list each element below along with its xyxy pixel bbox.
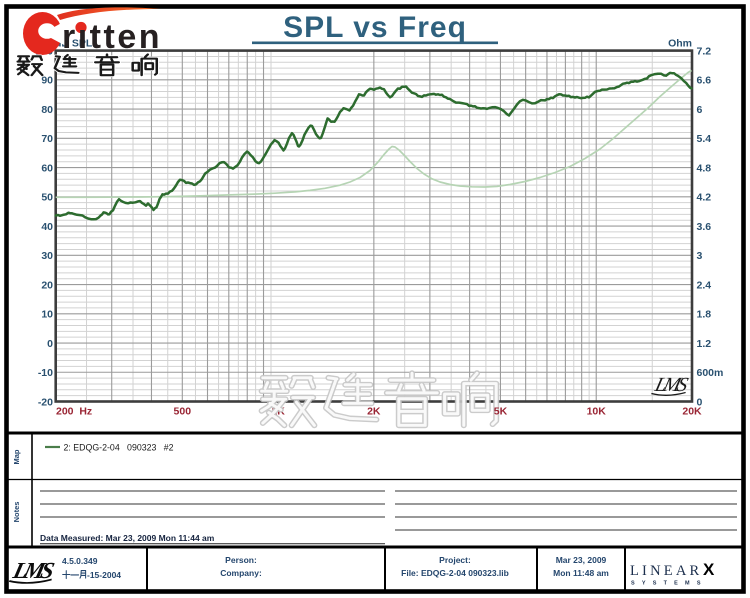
svg-text:2K: 2K xyxy=(367,406,381,418)
svg-text:1.8: 1.8 xyxy=(697,309,712,321)
svg-text:5.4: 5.4 xyxy=(697,133,712,145)
svg-text:4.2: 4.2 xyxy=(697,192,712,204)
svg-text:50: 50 xyxy=(41,192,53,204)
svg-text:Project:: Project: xyxy=(439,555,471,565)
svg-text:Notes: Notes xyxy=(12,502,21,523)
svg-text:10: 10 xyxy=(41,309,53,321)
svg-text:SPL vs Freq: SPL vs Freq xyxy=(283,11,467,44)
svg-text:2.4: 2.4 xyxy=(697,279,712,291)
svg-text:6.6: 6.6 xyxy=(697,75,712,87)
svg-text:80: 80 xyxy=(41,104,53,116)
svg-text:Company:: Company: xyxy=(220,568,262,578)
svg-text:1.2: 1.2 xyxy=(697,338,712,350)
svg-text:70: 70 xyxy=(41,133,53,145)
svg-text:3: 3 xyxy=(697,250,703,262)
svg-text:20: 20 xyxy=(41,279,53,291)
svg-text:4.8: 4.8 xyxy=(697,162,712,174)
svg-text:Person:: Person: xyxy=(225,555,257,565)
svg-text:-20: -20 xyxy=(38,396,53,408)
svg-text:-15-2004: -15-2004 xyxy=(87,570,121,580)
svg-text:200 Hz: 200 Hz xyxy=(56,406,92,418)
svg-text:LMS: LMS xyxy=(652,374,690,396)
svg-text:5K: 5K xyxy=(494,406,508,418)
svg-text:600m: 600m xyxy=(697,367,724,379)
svg-text:-10: -10 xyxy=(38,367,53,379)
svg-text:10K: 10K xyxy=(587,406,607,418)
svg-text:rıtten: rıtten xyxy=(62,18,162,56)
svg-text:2: EDQG-2-04 090323 #2: 2: EDQG-2-04 090323 #2 xyxy=(64,443,174,453)
svg-text:3.6: 3.6 xyxy=(697,221,712,233)
svg-text:90: 90 xyxy=(41,75,53,87)
svg-text:40: 40 xyxy=(41,221,53,233)
svg-text:4.5.0.349: 4.5.0.349 xyxy=(62,556,98,566)
svg-text:20K: 20K xyxy=(682,406,702,418)
svg-text:Mon 11:48 am: Mon 11:48 am xyxy=(553,568,609,578)
svg-text:6: 6 xyxy=(697,104,703,116)
svg-text:File: EDQG-2-04 090323.lib: File: EDQG-2-04 090323.lib xyxy=(401,568,509,578)
svg-text:0: 0 xyxy=(47,338,53,350)
svg-text:Mar 23, 2009: Mar 23, 2009 xyxy=(556,555,607,565)
svg-text:30: 30 xyxy=(41,250,53,262)
svg-text:7.2: 7.2 xyxy=(697,45,712,57)
svg-text:Data Measured: Mar 23, 2009 M: Data Measured: Mar 23, 2009 Mon 11:44 am xyxy=(40,533,215,543)
svg-text:Ohm: Ohm xyxy=(668,38,692,50)
svg-text:LINEAR: LINEAR xyxy=(630,563,702,579)
svg-text:Map: Map xyxy=(12,449,21,464)
svg-text:500: 500 xyxy=(174,406,192,418)
svg-text:SYSTEMS: SYSTEMS xyxy=(631,581,708,587)
svg-text:60: 60 xyxy=(41,162,53,174)
svg-text:0: 0 xyxy=(697,396,703,408)
svg-text:X: X xyxy=(703,560,715,579)
